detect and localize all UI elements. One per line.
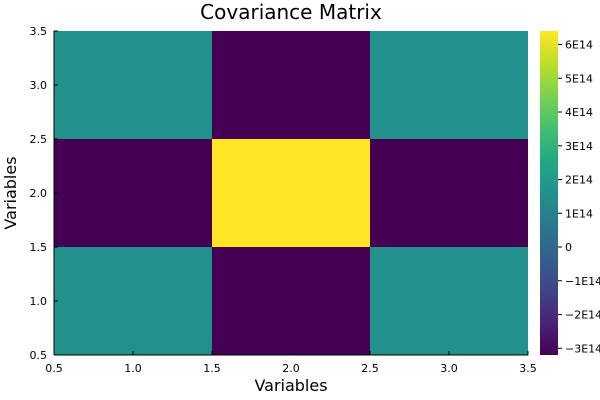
y-tick-label: 3.5 — [30, 25, 48, 38]
colorbar-tick-label: −2E14 — [565, 309, 600, 322]
colorbar-ticks: −3E14 −2E14 −1E14 0 1E14 2E14 3E14 4E14 5E14 6E14 — [558, 39, 600, 355]
colorbar-tick-label: 0 — [565, 241, 572, 254]
x-tick-label: 1.0 — [124, 362, 142, 375]
heatmap-cell — [54, 139, 212, 247]
x-axis-ticks: 0.5 1.0 1.5 2.0 2.5 3.0 3.5 — [45, 351, 537, 375]
colorbar-tick-label: 5E14 — [565, 72, 593, 85]
heatmap-cell — [212, 139, 370, 247]
x-axis-title: Variables — [254, 376, 327, 395]
y-axis-ticks: 0.5 1.0 1.5 2.0 2.5 3.0 3.5 — [30, 25, 58, 362]
colorbar — [540, 31, 558, 355]
colorbar-tick-label: 3E14 — [565, 140, 593, 153]
heatmap-cell — [370, 31, 528, 139]
colorbar-tick-label: −3E14 — [565, 342, 600, 355]
x-tick-label: 3.0 — [440, 362, 458, 375]
heatmap-cell — [370, 247, 528, 355]
x-tick-label: 2.5 — [361, 362, 379, 375]
colorbar-tick-label: 6E14 — [565, 39, 593, 52]
y-tick-label: 2.0 — [30, 187, 48, 200]
heatmap-cell — [54, 31, 212, 139]
heatmap-cell — [212, 247, 370, 355]
heatmap-cell — [370, 139, 528, 247]
colorbar-tick-label: 1E14 — [565, 207, 593, 220]
y-tick-label: 1.0 — [30, 295, 48, 308]
y-tick-label: 0.5 — [30, 349, 48, 362]
y-axis-title: Variables — [1, 156, 20, 229]
x-tick-label: 3.5 — [519, 362, 537, 375]
y-tick-label: 1.5 — [30, 241, 48, 254]
x-tick-label: 2.0 — [282, 362, 300, 375]
colorbar-tick-label: −1E14 — [565, 275, 600, 288]
heatmap-cell — [212, 31, 370, 139]
y-tick-label: 2.5 — [30, 133, 48, 146]
y-tick-label: 3.0 — [30, 79, 48, 92]
heatmap-cell — [54, 247, 212, 355]
colorbar-tick-label: 2E14 — [565, 174, 593, 187]
colorbar-tick-label: 4E14 — [565, 106, 593, 119]
x-tick-label: 1.5 — [203, 362, 221, 375]
heatmap-cells — [54, 31, 528, 355]
x-tick-label: 0.5 — [45, 362, 63, 375]
chart-title: Covariance Matrix — [200, 0, 382, 24]
